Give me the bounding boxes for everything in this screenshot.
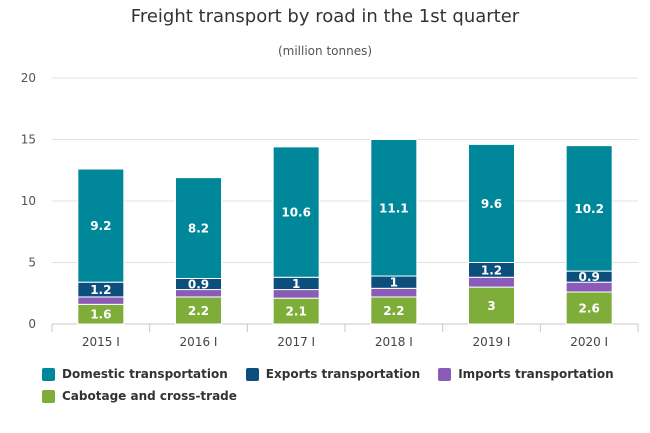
legend-label: Imports transportation [458, 367, 614, 381]
legend-label: Exports transportation [265, 367, 421, 381]
legend-swatch [42, 367, 55, 381]
data-label: 1 [390, 276, 398, 290]
x-tick-label: 2018 I [375, 335, 413, 349]
legend-item[interactable]: Exports transportation [245, 367, 421, 381]
y-tick-label: 20 [21, 71, 36, 85]
x-tick-label: 2015 I [82, 335, 120, 349]
data-label: 9.6 [481, 197, 502, 211]
data-label: 1.6 [90, 308, 111, 322]
data-label: 1 [292, 277, 300, 291]
data-label: 10.6 [281, 206, 311, 220]
bar-segment [272, 146, 320, 278]
legend-item[interactable]: Cabotage and cross-trade [42, 389, 237, 403]
x-tick-label: 2020 I [570, 335, 608, 349]
legend-swatch [245, 367, 259, 381]
bar-segment [77, 296, 125, 305]
x-tick-label: 2017 I [277, 335, 315, 349]
data-label: 2.1 [286, 305, 307, 319]
data-label: 8.2 [188, 222, 209, 236]
bar-segment [565, 145, 613, 272]
legend-label: Cabotage and cross-trade [62, 389, 237, 403]
legend: Domestic transportation Exports transport… [42, 367, 642, 411]
data-label: 0.9 [188, 278, 209, 292]
bar-segment [468, 276, 515, 288]
data-label: 1.2 [481, 263, 502, 277]
legend-label: Domestic transportation [62, 367, 228, 381]
chart-title: Freight transport by road in the 1st qua… [130, 6, 520, 27]
data-label: 2.6 [579, 302, 600, 316]
data-label: 11.1 [379, 201, 409, 215]
bar-segment [370, 296, 418, 325]
x-tick-label: 2016 I [180, 335, 218, 349]
y-tick-label: 10 [21, 194, 36, 208]
bar-segment [175, 177, 222, 279]
y-tick-label: 5 [28, 256, 36, 270]
data-label: 0.9 [579, 270, 600, 284]
legend-item[interactable]: Domestic transportation [42, 367, 228, 381]
bar-segment [370, 139, 418, 277]
data-label: 10.2 [574, 202, 604, 216]
bar-segment [468, 143, 515, 263]
data-label: 3 [487, 299, 495, 313]
legend-item[interactable]: Imports transportation [438, 367, 614, 381]
data-label: 9.2 [90, 219, 111, 233]
chart-subtitle: (million tonnes) [277, 44, 373, 58]
x-tick-label: 2019 I [473, 335, 511, 349]
y-tick-label: 0 [28, 317, 36, 331]
data-label: 2.2 [188, 304, 209, 318]
legend-swatch [42, 389, 55, 403]
bar-segment [77, 168, 125, 283]
data-label: 1.2 [90, 283, 111, 297]
legend-swatch [438, 367, 452, 381]
y-tick-label: 15 [21, 133, 36, 147]
data-label: 2.2 [383, 304, 404, 318]
